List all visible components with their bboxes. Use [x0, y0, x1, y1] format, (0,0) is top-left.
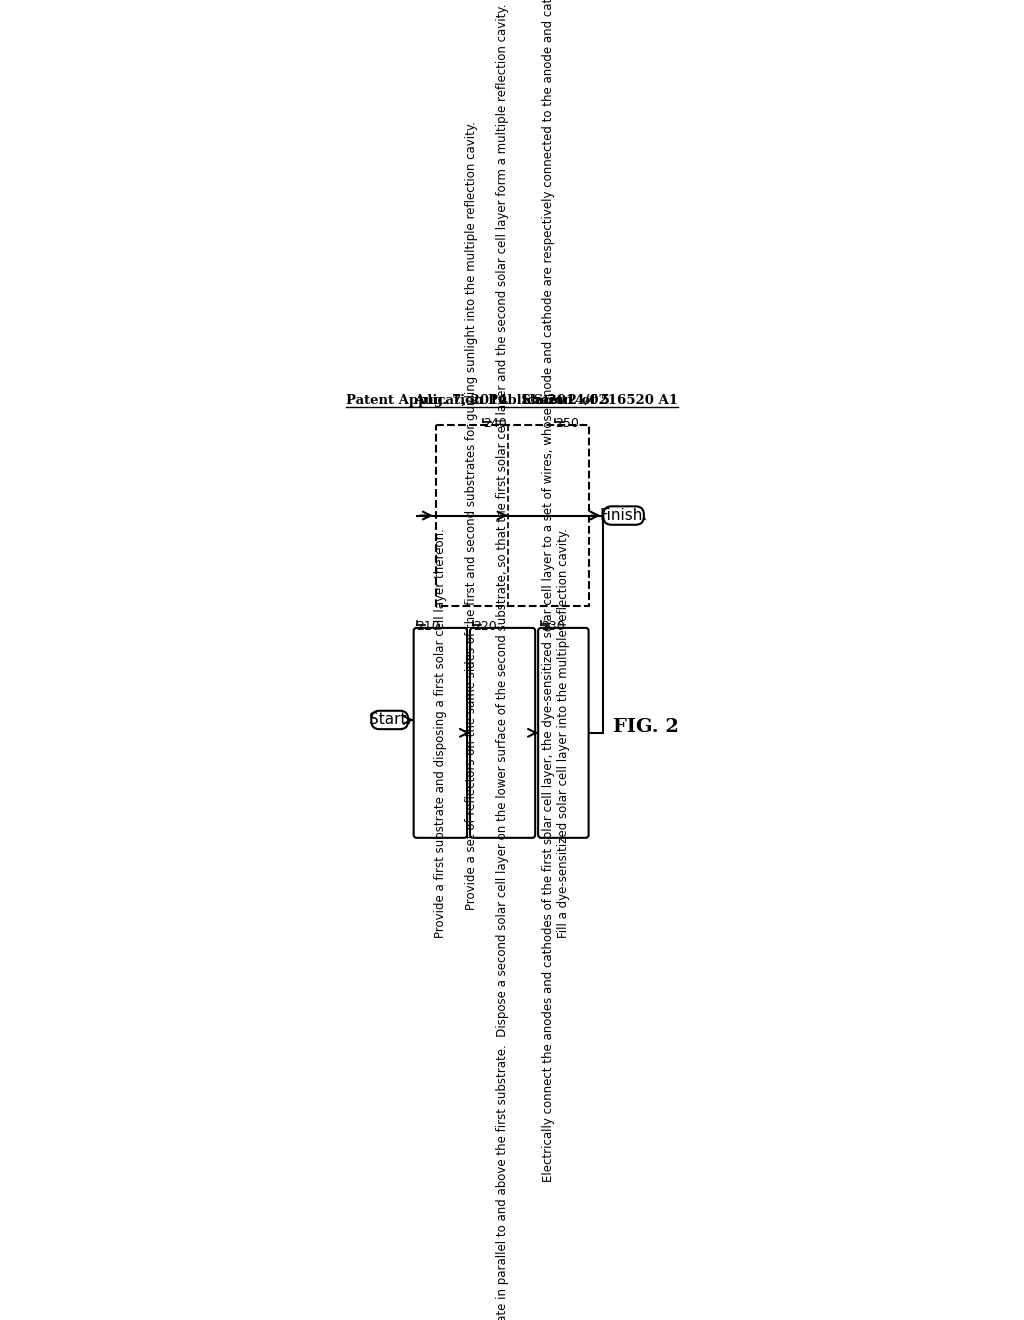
Text: 220: 220 [473, 620, 497, 632]
Bar [436, 425, 589, 606]
Text: Provide a first substrate and disposing a first solar cell layer thereon.: Provide a first substrate and disposing … [434, 528, 446, 937]
FancyBboxPatch shape [470, 628, 536, 838]
FancyBboxPatch shape [539, 628, 589, 838]
Text: Finish.: Finish. [599, 508, 648, 523]
FancyBboxPatch shape [414, 628, 467, 838]
FancyBboxPatch shape [603, 507, 644, 525]
Text: Provide a second substrate in parallel to and above the first substrate.  Dispos: Provide a second substrate in parallel t… [496, 3, 509, 1320]
Text: Start.: Start. [369, 713, 411, 727]
Text: US 2014/0216520 A1: US 2014/0216520 A1 [522, 393, 678, 407]
FancyBboxPatch shape [372, 710, 409, 729]
Text: Fill a dye-sensitized solar cell layer into the multiple reflection cavity.: Fill a dye-sensitized solar cell layer i… [557, 528, 570, 937]
Text: Patent Application Publication: Patent Application Publication [346, 393, 573, 407]
Text: 230: 230 [541, 620, 565, 632]
Text: 210: 210 [417, 620, 440, 632]
Text: Provide a set of reflectors on the same sides of the first and second substrates: Provide a set of reflectors on the same … [465, 121, 478, 909]
Text: 250: 250 [555, 417, 580, 430]
Text: Electrically connect the anodes and cathodes of the first solar cell layer, the : Electrically connect the anodes and cath… [542, 0, 555, 1181]
Text: 240: 240 [482, 417, 507, 430]
Text: FIG. 2: FIG. 2 [612, 718, 679, 737]
Text: Aug. 7, 2014   Sheet 2 of 5: Aug. 7, 2014 Sheet 2 of 5 [414, 393, 610, 407]
